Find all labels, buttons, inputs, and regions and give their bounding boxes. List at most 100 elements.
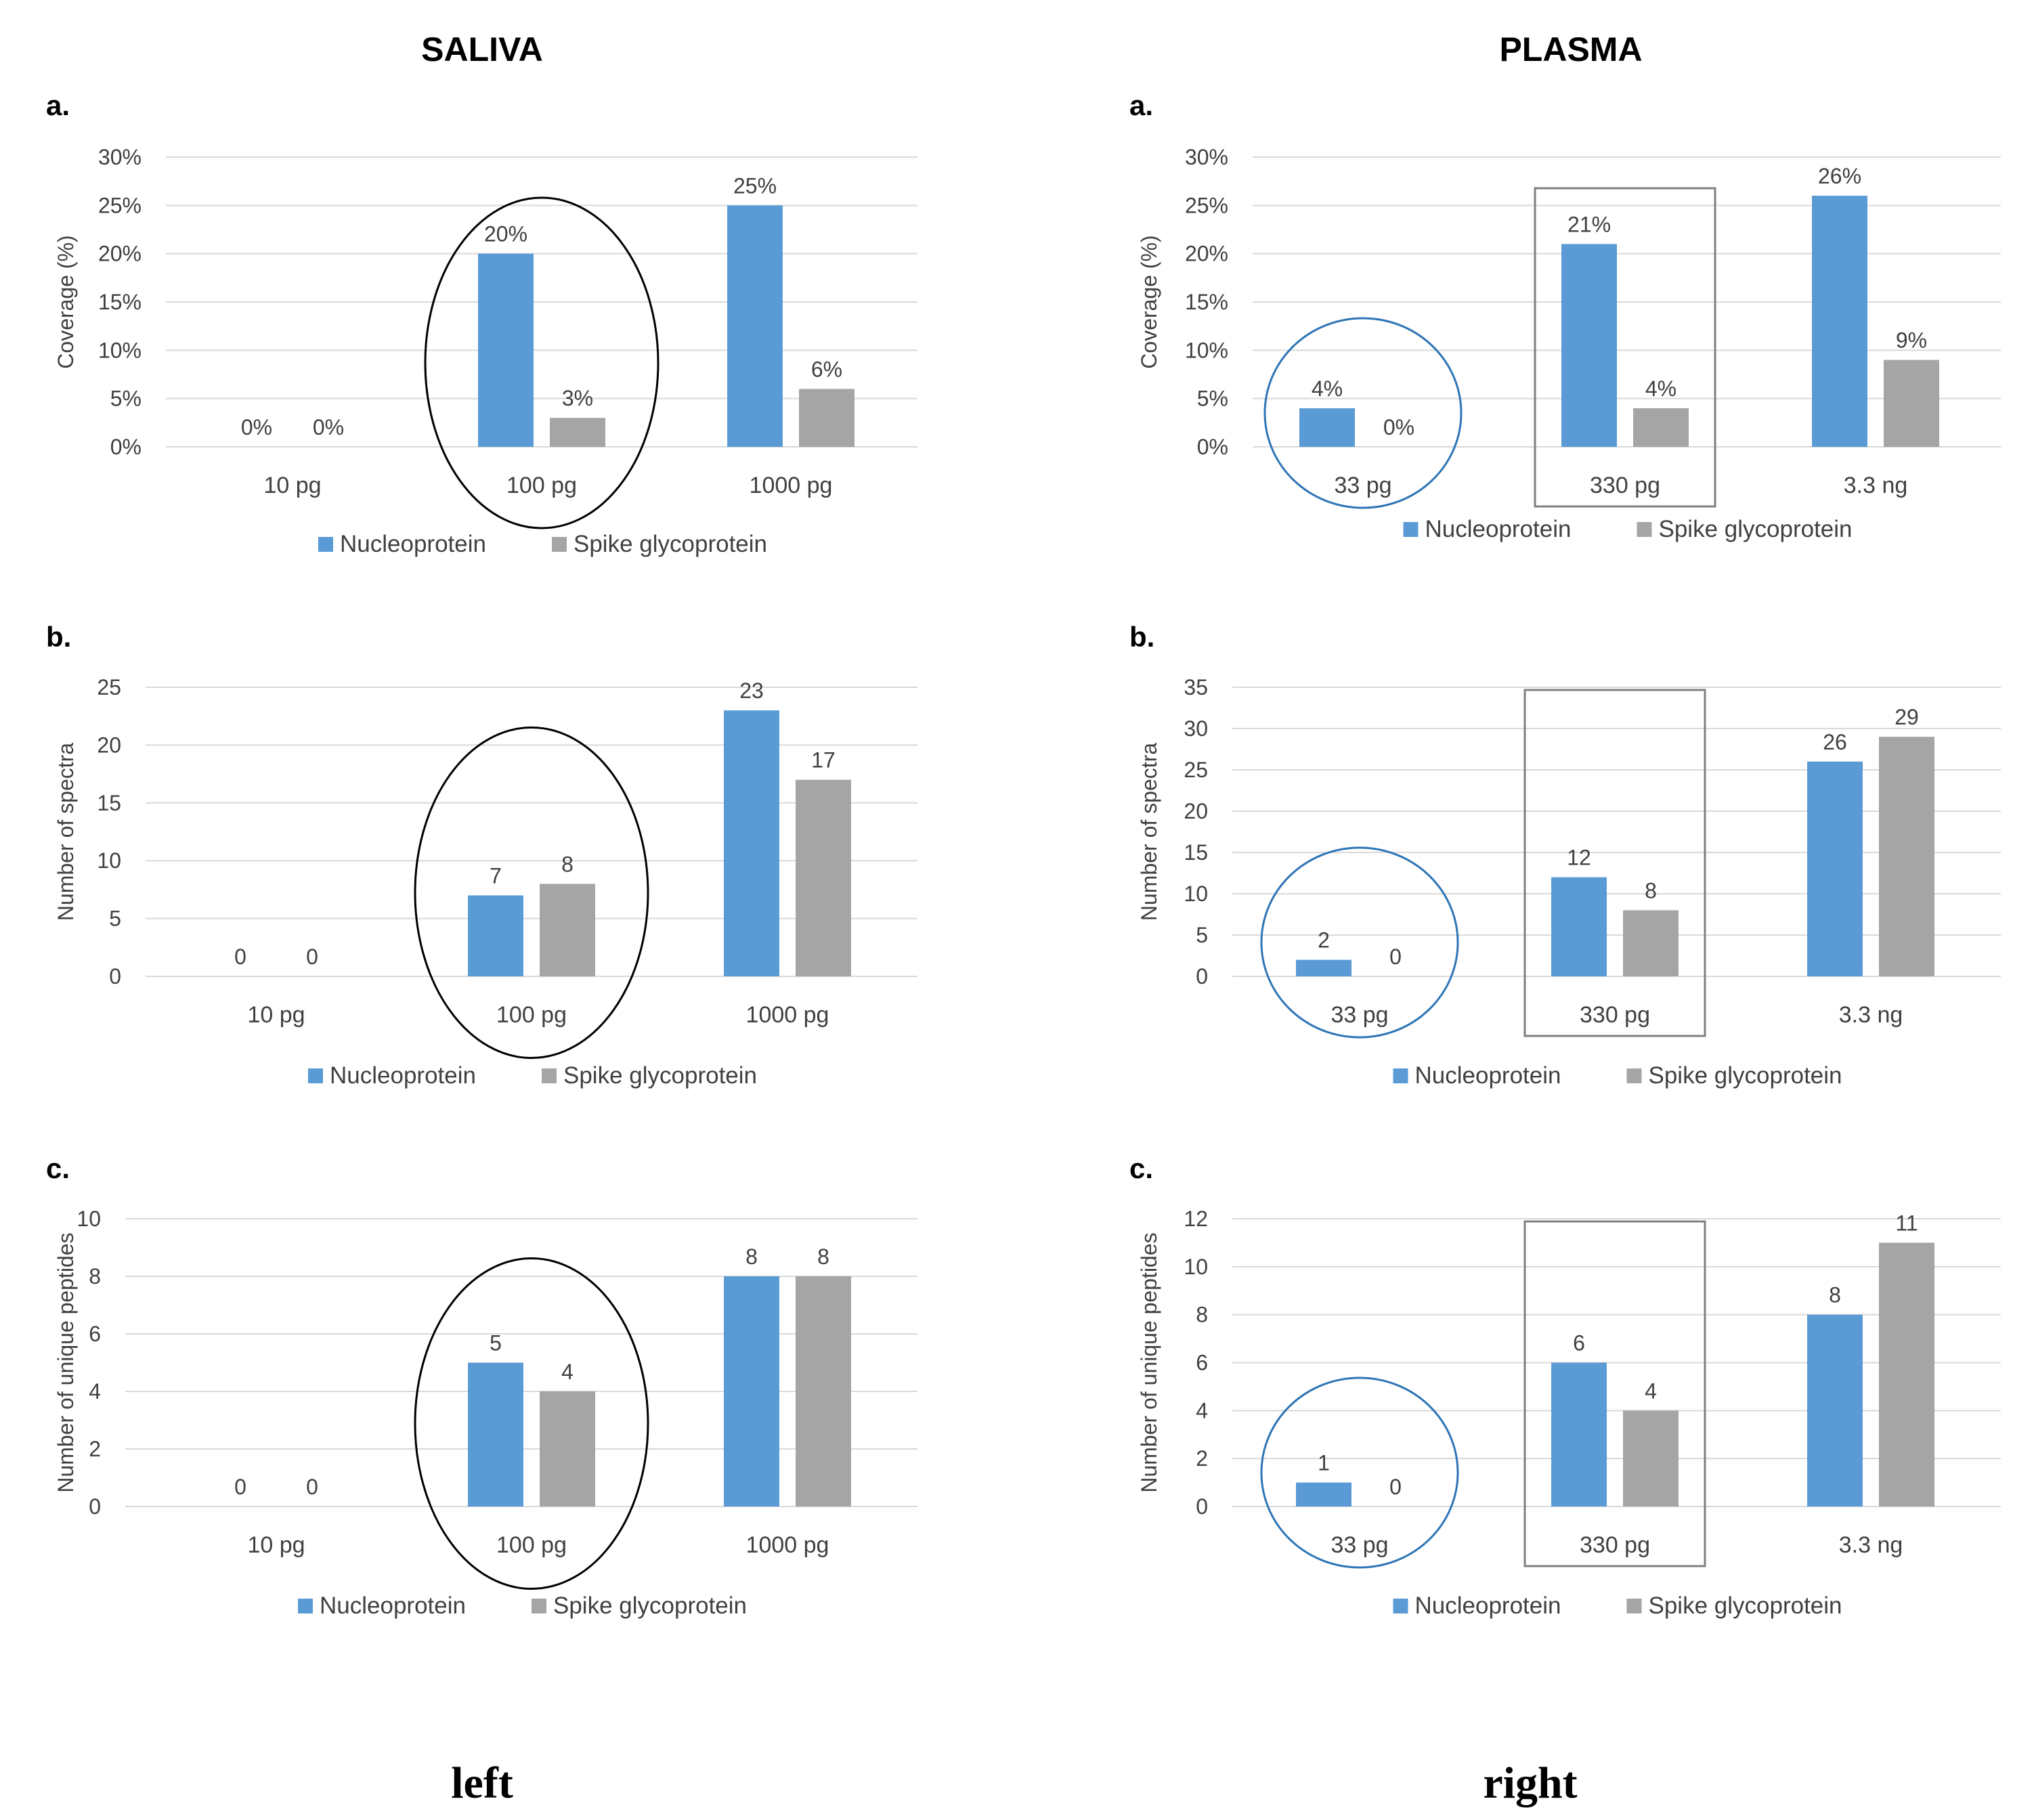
- y-tick-label: 8: [89, 1264, 101, 1288]
- y-axis-label: Number of unique peptides: [53, 1232, 78, 1492]
- bar-nucleoprotein-1000-pg: [724, 1276, 779, 1507]
- bar-nucleoprotein-3-3-ng: [1807, 1314, 1863, 1507]
- bar-spike-glycoprotein-3-3-ng: [1879, 737, 1934, 976]
- y-tick-label: 30: [1184, 716, 1208, 741]
- bar-nucleoprotein-100-pg: [468, 1362, 523, 1507]
- data-label-nucleoprotein-1000-pg: 25%: [733, 173, 777, 198]
- y-tick-label: 12: [1184, 1207, 1208, 1231]
- panel-letter: c.: [46, 1152, 70, 1184]
- bar-nucleoprotein-33-pg: [1296, 1482, 1351, 1507]
- bar-spike-glycoprotein-3-3-ng: [1884, 360, 1939, 447]
- legend-swatch-spike-glycoprotein: [532, 1599, 546, 1613]
- y-tick-label: 25: [97, 675, 121, 699]
- data-label-nucleoprotein-33-pg: 4%: [1312, 376, 1343, 401]
- chart-plasma-a: a. 0% 5% 10% 15% 20% 25% 30% Coverage (%) 4% 0% 33 …: [1129, 89, 2001, 542]
- bar-nucleoprotein-33-pg: [1299, 408, 1355, 447]
- y-tick-label: 20%: [98, 242, 142, 266]
- data-label-spike-glycoprotein-10-pg: 0%: [313, 415, 344, 439]
- legend-label-spike-glycoprotein: Spike glycoprotein: [1649, 1062, 1842, 1089]
- y-axis-label: Coverage (%): [1137, 235, 1161, 368]
- y-tick-label: 30%: [98, 145, 142, 169]
- y-tick-label: 10%: [1185, 338, 1228, 362]
- bar-nucleoprotein-1000-pg: [727, 205, 783, 447]
- data-label-spike-glycoprotein-33-pg: 0: [1389, 1475, 1402, 1499]
- legend-label-spike-glycoprotein: Spike glycoprotein: [563, 1062, 757, 1089]
- y-tick-label: 2: [89, 1437, 101, 1461]
- x-tick-label-330-pg: 330 pg: [1590, 473, 1660, 498]
- data-label-nucleoprotein-3-3-ng: 26%: [1818, 164, 1861, 188]
- bar-nucleoprotein-330-pg: [1551, 877, 1607, 976]
- data-label-spike-glycoprotein-33-pg: 0%: [1383, 415, 1414, 439]
- legend-label-spike-glycoprotein: Spike glycoprotein: [553, 1592, 747, 1619]
- legend-label-spike-glycoprotein: Spike glycoprotein: [574, 531, 767, 557]
- y-tick-label: 35: [1184, 675, 1208, 699]
- x-tick-label-100-pg: 100 pg: [506, 473, 577, 498]
- data-label-nucleoprotein-10-pg: 0%: [241, 415, 272, 439]
- bar-spike-glycoprotein-1000-pg: [796, 1276, 851, 1507]
- legend-swatch-nucleoprotein: [308, 1068, 323, 1083]
- highlight-box-330-pg: [1534, 187, 1716, 508]
- bar-nucleoprotein-3-3-ng: [1807, 761, 1863, 976]
- data-label-nucleoprotein-100-pg: 20%: [484, 222, 527, 246]
- bar-spike-glycoprotein-3-3-ng: [1879, 1242, 1934, 1507]
- y-tick-label: 0%: [1197, 435, 1228, 459]
- y-tick-label: 0: [1196, 1494, 1208, 1519]
- data-label-nucleoprotein-10-pg: 0: [234, 945, 246, 969]
- y-tick-label: 20%: [1185, 242, 1228, 266]
- y-tick-label: 10: [77, 1207, 101, 1231]
- x-tick-label-1000-pg: 1000 pg: [746, 1532, 829, 1558]
- data-label-nucleoprotein-10-pg: 0: [234, 1475, 246, 1499]
- data-label-spike-glycoprotein-330-pg: 4: [1645, 1379, 1657, 1403]
- column-title-plasma: PLASMA: [1499, 30, 1642, 68]
- highlight-circle-100-pg: [414, 727, 649, 1059]
- bar-nucleoprotein-3-3-ng: [1812, 196, 1867, 447]
- column-title-saliva: SALIVA: [421, 30, 543, 68]
- chart-saliva-a: a. 0% 5% 10% 15% 20% 25% 30% Coverage (%) 0% 0% 10 …: [46, 89, 917, 557]
- data-label-nucleoprotein-33-pg: 2: [1318, 928, 1330, 953]
- legend-swatch-spike-glycoprotein: [1626, 1068, 1642, 1083]
- legend-swatch-spike-glycoprotein: [552, 537, 567, 552]
- data-label-spike-glycoprotein-100-pg: 3%: [562, 386, 593, 410]
- bar-spike-glycoprotein-100-pg: [550, 418, 605, 447]
- bar-spike-glycoprotein-1000-pg: [799, 389, 854, 447]
- data-label-spike-glycoprotein-3-3-ng: 11: [1895, 1211, 1918, 1235]
- legend-swatch-nucleoprotein: [1393, 1599, 1408, 1613]
- y-tick-label: 8: [1196, 1303, 1208, 1327]
- x-tick-label-100-pg: 100 pg: [496, 1002, 567, 1028]
- x-tick-label-3-3-ng: 3.3 ng: [1839, 1002, 1903, 1028]
- data-label-spike-glycoprotein-100-pg: 8: [561, 852, 574, 876]
- data-label-spike-glycoprotein-10-pg: 0: [306, 945, 318, 969]
- highlight-circle-33-pg: [1260, 846, 1459, 1039]
- data-label-nucleoprotein-3-3-ng: 26: [1823, 730, 1847, 754]
- legend-label-nucleoprotein: Nucleoprotein: [1415, 1062, 1561, 1089]
- x-tick-label-33-pg: 33 pg: [1334, 473, 1391, 498]
- caption-right: right: [1483, 1758, 1577, 1808]
- y-tick-label: 20: [1184, 799, 1208, 823]
- data-label-nucleoprotein-330-pg: 21%: [1567, 212, 1611, 236]
- data-label-spike-glycoprotein-33-pg: 0: [1389, 945, 1402, 969]
- y-tick-label: 15%: [98, 290, 142, 314]
- highlight-circle-33-pg: [1263, 317, 1463, 509]
- legend-swatch-spike-glycoprotein: [542, 1068, 557, 1083]
- y-tick-label: 2: [1196, 1446, 1208, 1471]
- bar-nucleoprotein-33-pg: [1296, 959, 1351, 976]
- bar-spike-glycoprotein-1000-pg: [796, 779, 851, 976]
- y-tick-label: 6: [89, 1322, 101, 1346]
- legend-label-nucleoprotein: Nucleoprotein: [330, 1062, 476, 1089]
- bar-nucleoprotein-1000-pg: [724, 710, 779, 976]
- legend-label-nucleoprotein: Nucleoprotein: [1415, 1592, 1561, 1619]
- highlight-circle-33-pg: [1260, 1377, 1459, 1569]
- data-label-spike-glycoprotein-3-3-ng: 9%: [1896, 328, 1927, 353]
- y-tick-label: 25%: [98, 193, 142, 217]
- x-tick-label-10-pg: 10 pg: [247, 1002, 305, 1028]
- caption-left: left: [451, 1758, 513, 1808]
- highlight-box-330-pg: [1523, 1220, 1706, 1567]
- legend-label-spike-glycoprotein: Spike glycoprotein: [1649, 1592, 1842, 1619]
- y-tick-label: 0: [1196, 964, 1208, 989]
- data-label-spike-glycoprotein-3-3-ng: 29: [1895, 705, 1919, 729]
- panel-letter: a.: [1129, 89, 1153, 121]
